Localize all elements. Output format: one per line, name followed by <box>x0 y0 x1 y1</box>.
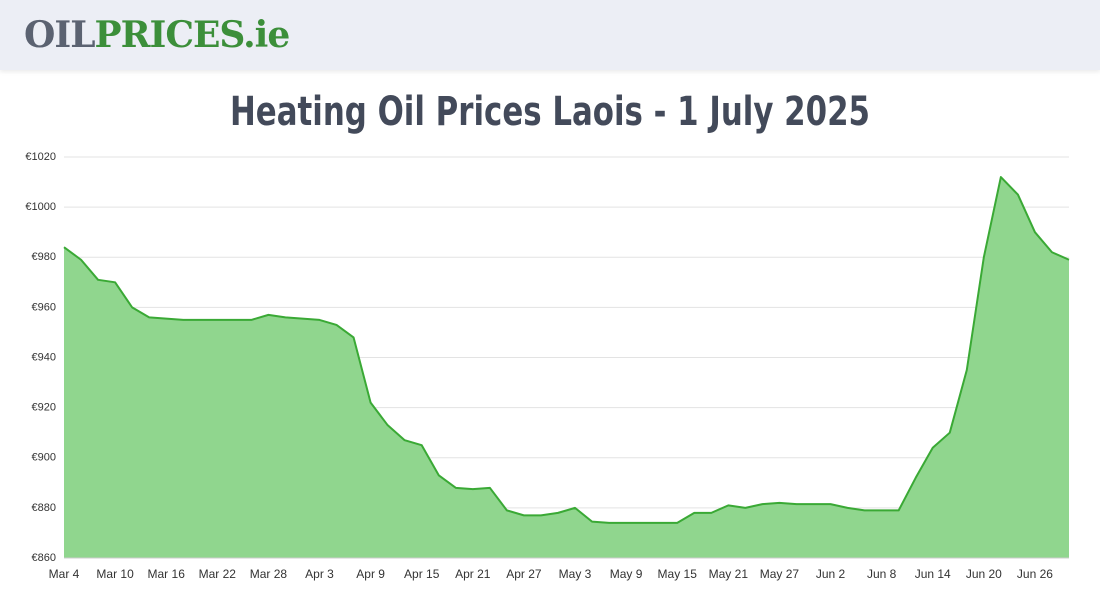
area <box>64 177 1069 559</box>
x-tick-label: May 27 <box>760 567 800 581</box>
x-tick-label: Jun 26 <box>1017 567 1053 581</box>
x-tick-label: Apr 15 <box>404 567 440 581</box>
y-tick-label: €880 <box>32 502 56 514</box>
y-tick-label: €980 <box>32 251 56 263</box>
logo[interactable]: OILPRICES.ie <box>24 14 291 56</box>
y-tick-label: €900 <box>32 452 56 464</box>
x-tick-label: Apr 21 <box>455 567 491 581</box>
y-tick-label: €1020 <box>25 151 56 163</box>
x-tick-label: May 3 <box>559 567 592 581</box>
chart-title: Heating Oil Prices Laois - 1 July 2025 <box>230 89 870 135</box>
y-tick-label: €960 <box>32 301 56 313</box>
x-tick-label: Mar 16 <box>148 567 186 581</box>
x-tick-label: Jun 20 <box>966 567 1002 581</box>
x-tick-label: Mar 28 <box>250 567 288 581</box>
x-tick-label: Apr 27 <box>506 567 542 581</box>
y-tick-label: €940 <box>32 351 56 363</box>
x-tick-label: May 9 <box>610 567 643 581</box>
y-tick-label: €860 <box>32 552 56 564</box>
x-tick-label: Apr 9 <box>356 567 385 581</box>
logo-part: OIL <box>24 14 96 56</box>
header: OILPRICES.ie <box>0 0 1100 70</box>
y-tick-label: €1000 <box>25 201 56 213</box>
x-tick-label: Jun 8 <box>867 567 897 581</box>
x-tick-label: Jun 2 <box>816 567 846 581</box>
x-tick-label: Apr 3 <box>305 567 334 581</box>
logo-part: PRICES.ie <box>94 14 291 56</box>
x-tick-label: Mar 10 <box>96 567 134 581</box>
x-tick-label: Mar 4 <box>49 567 80 581</box>
x-tick-label: Jun 14 <box>915 567 951 581</box>
line <box>63 176 1070 524</box>
x-tick-label: May 15 <box>658 567 698 581</box>
y-tick-label: €920 <box>32 402 56 414</box>
x-tick-label: May 21 <box>709 567 749 581</box>
x-tick-label: Mar 22 <box>199 567 237 581</box>
